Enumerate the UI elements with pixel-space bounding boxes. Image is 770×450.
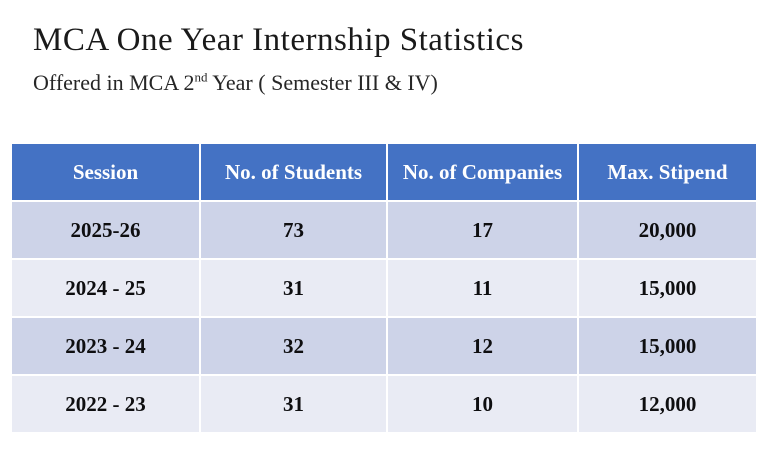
cell-session: 2024 - 25 bbox=[12, 260, 199, 316]
subtitle-superscript: nd bbox=[194, 69, 208, 85]
cell-stipend: 20,000 bbox=[579, 202, 756, 258]
slide-subtitle: Offered in MCA 2nd Year ( Semester III &… bbox=[33, 70, 438, 96]
header-cell-companies: No. of Companies bbox=[388, 144, 577, 200]
cell-students: 32 bbox=[201, 318, 386, 374]
subtitle-prefix: Offered in MCA 2 bbox=[33, 70, 195, 95]
cell-students: 31 bbox=[201, 376, 386, 432]
header-cell-session: Session bbox=[12, 144, 199, 200]
cell-companies: 17 bbox=[388, 202, 577, 258]
cell-students: 31 bbox=[201, 260, 386, 316]
cell-companies: 12 bbox=[388, 318, 577, 374]
subtitle-suffix: Year ( Semester III & IV) bbox=[207, 70, 438, 95]
header-cell-stipend: Max. Stipend bbox=[579, 144, 756, 200]
cell-companies: 10 bbox=[388, 376, 577, 432]
cell-stipend: 15,000 bbox=[579, 260, 756, 316]
slide-title: MCA One Year Internship Statistics bbox=[33, 22, 524, 58]
header-cell-students: No. of Students bbox=[201, 144, 386, 200]
cell-stipend: 12,000 bbox=[579, 376, 756, 432]
cell-students: 73 bbox=[201, 202, 386, 258]
cell-session: 2025-26 bbox=[12, 202, 199, 258]
cell-session: 2023 - 24 bbox=[12, 318, 199, 374]
cell-session: 2022 - 23 bbox=[12, 376, 199, 432]
cell-stipend: 15,000 bbox=[579, 318, 756, 374]
internship-statistics-table: Session No. of Students No. of Companies… bbox=[12, 144, 758, 432]
cell-companies: 11 bbox=[388, 260, 577, 316]
